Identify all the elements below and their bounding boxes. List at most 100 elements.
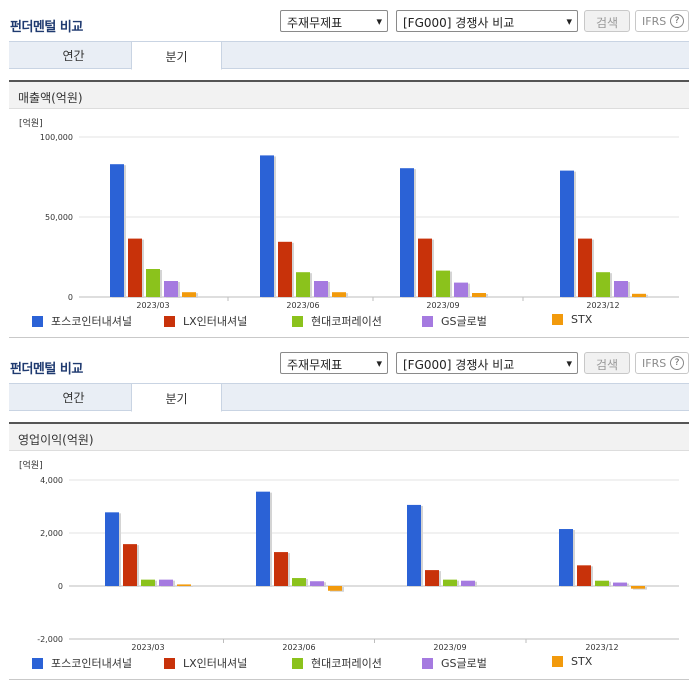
- bar: [328, 586, 342, 591]
- legend-swatch: [164, 315, 175, 327]
- ifrs-label: IFRS: [642, 357, 667, 370]
- panel1-toolbar: 펀더멘털 비교 주재무제표 ▾ [FG000] 경쟁사 비교 ▾ 검색 IFRS…: [0, 8, 696, 38]
- compare-select[interactable]: [FG000] 경쟁사 비교 ▾: [396, 352, 578, 374]
- bar: [123, 544, 137, 586]
- chevron-down-icon: ▾: [376, 15, 382, 28]
- bar: [310, 581, 324, 586]
- legend-label: 포스코인터내셔널: [51, 315, 132, 328]
- panel2-toolbar: 펀더멘털 비교 주재무제표 ▾ [FG000] 경쟁사 비교 ▾ 검색 IFRS…: [0, 350, 696, 380]
- legend-label: GS글로벌: [441, 315, 487, 328]
- legend-item: 포스코인터내셔널: [32, 313, 132, 329]
- legend-label: STX: [571, 313, 593, 326]
- panel-title: 펀더멘털 비교: [10, 20, 83, 35]
- legend-item: STX: [552, 655, 592, 668]
- legend-label: LX인터내셔널: [183, 315, 248, 328]
- bar: [128, 238, 142, 297]
- statement-select[interactable]: 주재무제표 ▾: [280, 352, 388, 374]
- statement-select[interactable]: 주재무제표 ▾: [280, 10, 388, 32]
- unit-label: [억원]: [19, 459, 43, 471]
- x-tick-label: 2023/06: [286, 301, 319, 310]
- help-icon: ?: [670, 356, 684, 370]
- legend-item: LX인터내셔널: [164, 655, 247, 671]
- legend-swatch: [552, 656, 563, 667]
- section-title: 영업이익(억원): [9, 422, 689, 451]
- bar: [105, 512, 119, 586]
- tab-annual[interactable]: 연간: [62, 49, 85, 63]
- bar: [256, 491, 270, 586]
- legend-label: LX인터내셔널: [183, 657, 248, 670]
- bar: [613, 582, 627, 586]
- x-tick-label: 2023/03: [136, 301, 169, 310]
- y-tick-label: 4,000: [40, 476, 63, 485]
- x-tick-label: 2023/03: [131, 643, 164, 652]
- ifrs-button[interactable]: IFRS ?: [635, 10, 689, 32]
- legend-swatch: [164, 657, 175, 669]
- unit-label: [억원]: [19, 117, 43, 129]
- bar: [274, 552, 288, 586]
- legend-swatch: [292, 315, 303, 327]
- bar: [436, 270, 450, 297]
- bar: [596, 272, 610, 297]
- bar: [631, 586, 645, 589]
- legend-label: 현대코퍼레이션: [311, 657, 382, 670]
- y-tick-label: 2,000: [40, 529, 63, 538]
- bar: [164, 281, 178, 297]
- tab-quarterly[interactable]: 분기: [131, 41, 222, 70]
- tab-annual[interactable]: 연간: [62, 391, 85, 405]
- legend-item: GS글로벌: [422, 655, 487, 671]
- x-tick-label: 2023/09: [426, 301, 459, 310]
- compare-select-value: [FG000] 경쟁사 비교: [403, 358, 515, 372]
- legend-swatch: [32, 315, 43, 327]
- search-button[interactable]: 검색: [584, 10, 630, 32]
- bar: [443, 579, 457, 586]
- bar: [418, 238, 432, 297]
- bar: [177, 584, 191, 586]
- bar: [560, 170, 574, 297]
- bar: [407, 504, 421, 586]
- y-tick-label: 0: [58, 582, 63, 591]
- bar: [260, 155, 274, 297]
- search-button[interactable]: 검색: [584, 352, 630, 374]
- ifrs-label: IFRS: [642, 15, 667, 28]
- y-tick-label: -2,000: [37, 635, 63, 644]
- legend-swatch: [422, 657, 433, 669]
- bar: [182, 292, 196, 297]
- bar: [110, 164, 124, 297]
- bar-shadow: [179, 585, 193, 587]
- legend: 포스코인터내셔널 LX인터내셔널 현대코퍼레이션 GS글로벌 STX: [9, 311, 689, 329]
- bar: [141, 579, 155, 586]
- bar: [454, 282, 468, 297]
- ifrs-button[interactable]: IFRS ?: [635, 352, 689, 374]
- divider: [9, 679, 689, 680]
- chevron-down-icon: ▾: [566, 15, 572, 28]
- chevron-down-icon: ▾: [566, 357, 572, 370]
- legend-label: GS글로벌: [441, 657, 487, 670]
- bar: [146, 269, 160, 297]
- bar: [296, 272, 310, 297]
- statement-select-value: 주재무제표: [287, 358, 343, 372]
- bar: [314, 281, 328, 297]
- legend-swatch: [422, 315, 433, 327]
- x-tick-label: 2023/12: [585, 643, 618, 652]
- legend-item: 현대코퍼레이션: [292, 655, 382, 671]
- legend-item: GS글로벌: [422, 313, 487, 329]
- y-tick-label: 100,000: [40, 133, 73, 142]
- bar: [472, 293, 486, 297]
- bar: [278, 241, 292, 297]
- legend-swatch: [552, 314, 563, 325]
- bar: [332, 292, 346, 297]
- bar: [614, 281, 628, 297]
- period-tabs: 연간 분기: [9, 383, 689, 412]
- legend-label: 현대코퍼레이션: [311, 315, 382, 328]
- tab-quarterly[interactable]: 분기: [131, 383, 222, 412]
- bar: [400, 168, 414, 297]
- bar: [461, 580, 475, 586]
- revenue-chart: [억원] 0 50,000 100,000 2023/03 2023/06 2023/09 2…: [19, 117, 679, 310]
- divider: [9, 337, 689, 338]
- x-tick-label: 2023/09: [433, 643, 466, 652]
- legend-swatch: [292, 657, 303, 669]
- bar: [578, 238, 592, 297]
- operating-profit-chart: [억원] -2,000 0 2,000 4,000 2023/03 2023/06 2023/…: [19, 459, 679, 652]
- compare-select[interactable]: [FG000] 경쟁사 비교 ▾: [396, 10, 578, 32]
- bar: [632, 293, 646, 297]
